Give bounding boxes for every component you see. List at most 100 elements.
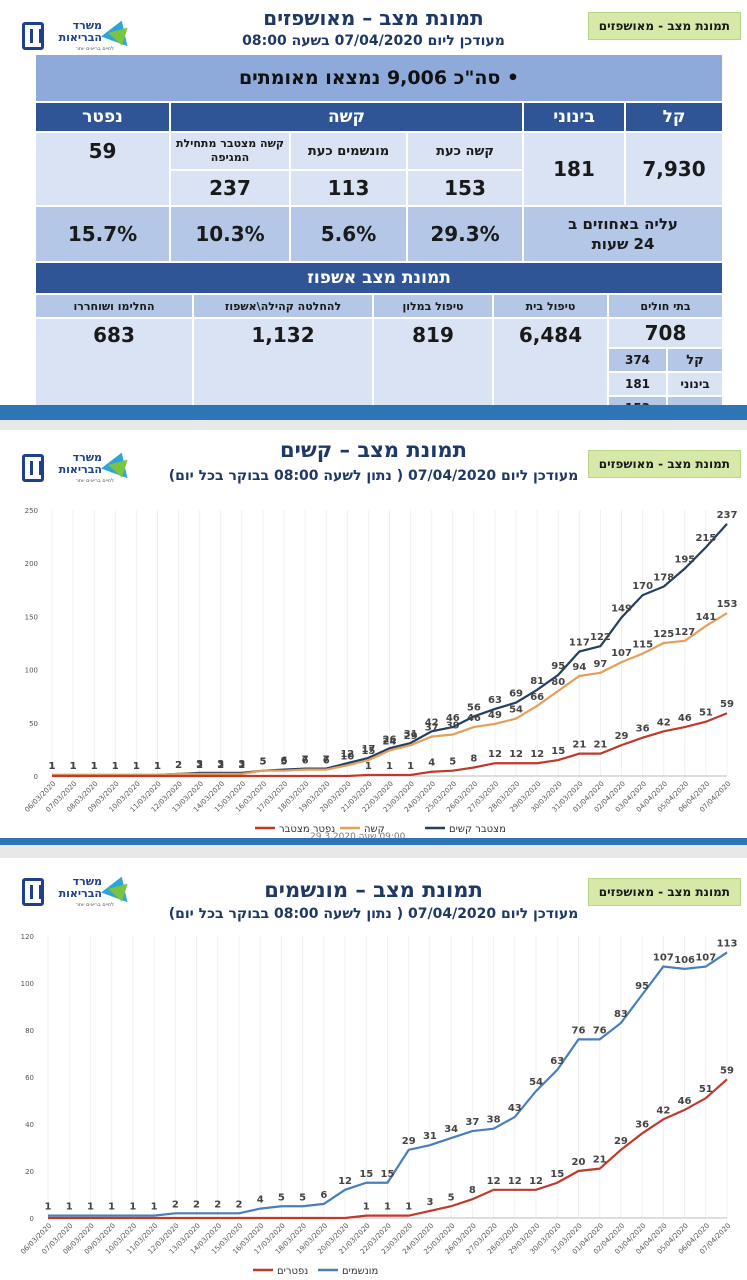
data-label: 54 bbox=[509, 705, 523, 716]
value-light: 7,930 bbox=[642, 157, 706, 181]
data-label: 15 bbox=[381, 1169, 395, 1180]
data-label: 12 bbox=[338, 1176, 352, 1187]
data-label: 21 bbox=[572, 740, 586, 751]
data-label: 237 bbox=[717, 510, 738, 521]
hosp-value-hotel-cell: 819 bbox=[373, 318, 493, 420]
separator bbox=[0, 845, 747, 858]
data-label: 21 bbox=[593, 1155, 607, 1166]
data-label: 1 bbox=[405, 1202, 412, 1213]
pct-severe-now: 29.3% bbox=[430, 222, 500, 246]
data-label: 5 bbox=[299, 1192, 306, 1203]
chart-subtitle: מעודכן ליום 07/04/2020 ( נתון לשעה 08:00… bbox=[168, 906, 579, 922]
data-label: 1 bbox=[133, 761, 140, 772]
data-label: 51 bbox=[699, 1084, 713, 1095]
data-label: 1 bbox=[112, 761, 119, 772]
data-label: 1 bbox=[49, 761, 56, 772]
data-label: 1 bbox=[386, 761, 393, 772]
rise-label: עליה באחוזים ב 24 שעות bbox=[523, 206, 723, 262]
data-label: 6 bbox=[281, 756, 288, 767]
y-tick-label: 50 bbox=[29, 720, 38, 728]
y-tick-label: 0 bbox=[34, 773, 38, 781]
data-label: 149 bbox=[611, 603, 632, 614]
data-label: 1 bbox=[91, 761, 98, 772]
data-label: 59 bbox=[720, 1065, 734, 1076]
hosp-header-community: להחלטה קהילה\אשפוז bbox=[193, 294, 373, 318]
data-label: 1 bbox=[91, 761, 98, 772]
value-light-cell: 7,930 bbox=[625, 132, 723, 206]
data-label: 1 bbox=[129, 1202, 136, 1213]
pct-ventilated-now-cell: 5.6% bbox=[290, 206, 407, 262]
y-tick-label: 40 bbox=[25, 1121, 34, 1129]
y-tick-label: 80 bbox=[25, 1027, 34, 1035]
panel-bottom-strip bbox=[0, 405, 747, 420]
data-label: 95 bbox=[551, 661, 565, 672]
header-severe: קשה bbox=[170, 102, 523, 132]
data-label: 1 bbox=[45, 1202, 52, 1213]
section-tag: תמונת מצב - מאושפזים bbox=[587, 878, 741, 906]
data-label: 5 bbox=[278, 1192, 285, 1203]
value-dead-cell: 59 bbox=[35, 132, 170, 206]
data-label: 17 bbox=[361, 744, 375, 755]
hosp-value-hospitals-cell: 708 bbox=[608, 318, 723, 348]
data-label: 20 bbox=[572, 1157, 586, 1168]
data-label: 107 bbox=[611, 648, 632, 659]
chart-subtitle: מעודכן ליום 07/04/2020 ( נתון לשעה 08:00… bbox=[168, 468, 579, 484]
data-label: 12 bbox=[509, 749, 523, 760]
data-label: 43 bbox=[508, 1103, 522, 1114]
data-label: 6 bbox=[320, 1190, 327, 1201]
data-label: 1 bbox=[151, 1202, 158, 1213]
data-label: 21 bbox=[593, 740, 607, 751]
data-label: 26 bbox=[383, 734, 397, 745]
chart-title: תמונת מצב – קשים bbox=[280, 438, 467, 462]
data-label: 8 bbox=[470, 753, 477, 764]
data-label: 5 bbox=[259, 757, 266, 768]
severe-line-chart: 05010015020025006/03/202007/03/202008/03… bbox=[23, 507, 738, 835]
hosp-value-hotel: 819 bbox=[412, 323, 454, 347]
hosp-value-hospitals: 708 bbox=[644, 321, 687, 345]
data-label: 56 bbox=[467, 702, 481, 713]
value-severe-cumulative: 237 bbox=[209, 176, 251, 200]
data-label: 2 bbox=[172, 1199, 179, 1210]
data-label: 3 bbox=[217, 759, 224, 770]
data-label: 36 bbox=[636, 724, 650, 735]
legend-label: מצטבר קשים bbox=[449, 824, 506, 835]
data-label: 1 bbox=[133, 761, 140, 772]
data-label: 1 bbox=[70, 761, 77, 772]
data-label: 7 bbox=[323, 755, 330, 766]
ministry-logo: משרד הבריאות לחיים בריאים יותר bbox=[22, 15, 135, 58]
summary-table: • סה"כ 9,006 נמצאו מאומתים קל בינוני קשה… bbox=[35, 54, 723, 420]
data-label: 2 bbox=[175, 760, 182, 771]
logo-slogan: לחיים בריאים יותר bbox=[75, 478, 114, 484]
data-label: 215 bbox=[695, 533, 716, 544]
data-label: 5 bbox=[449, 757, 456, 768]
data-label: 1 bbox=[154, 761, 161, 772]
data-label: 80 bbox=[551, 677, 565, 688]
data-label: 15 bbox=[550, 1169, 564, 1180]
data-label: 24 bbox=[383, 736, 397, 747]
data-label: 63 bbox=[550, 1056, 564, 1067]
hosp-value-community-cell: 1,132 bbox=[193, 318, 373, 420]
data-label: 42 bbox=[656, 1105, 670, 1116]
data-label: 29 bbox=[615, 731, 629, 742]
data-label: 1 bbox=[70, 761, 77, 772]
data-label: 1 bbox=[365, 761, 372, 772]
data-label: 125 bbox=[653, 629, 674, 640]
data-label: 31 bbox=[423, 1131, 437, 1142]
data-label: 46 bbox=[446, 713, 460, 724]
data-label: 127 bbox=[674, 627, 695, 638]
logo-line2: הבריאות bbox=[58, 31, 102, 44]
data-label: 46 bbox=[678, 1096, 692, 1107]
data-label: 1 bbox=[384, 1202, 391, 1213]
breakdown-label-medium: בינוני bbox=[667, 372, 723, 396]
y-tick-label: 20 bbox=[25, 1168, 34, 1176]
hosp-header-hospitals: בתי חולים bbox=[608, 294, 723, 318]
data-label: 1 bbox=[407, 761, 414, 772]
data-label: 12 bbox=[487, 1176, 501, 1187]
value-medium: 181 bbox=[553, 157, 595, 181]
severe-chart-panel: משרד הבריאות לחיים בריאים יותר תמונת מצב … bbox=[0, 430, 747, 845]
data-label: 2 bbox=[214, 1199, 221, 1210]
data-label: 2 bbox=[238, 760, 245, 771]
data-label: 66 bbox=[530, 692, 544, 703]
data-label: 107 bbox=[653, 953, 674, 964]
data-label: 15 bbox=[359, 1169, 373, 1180]
